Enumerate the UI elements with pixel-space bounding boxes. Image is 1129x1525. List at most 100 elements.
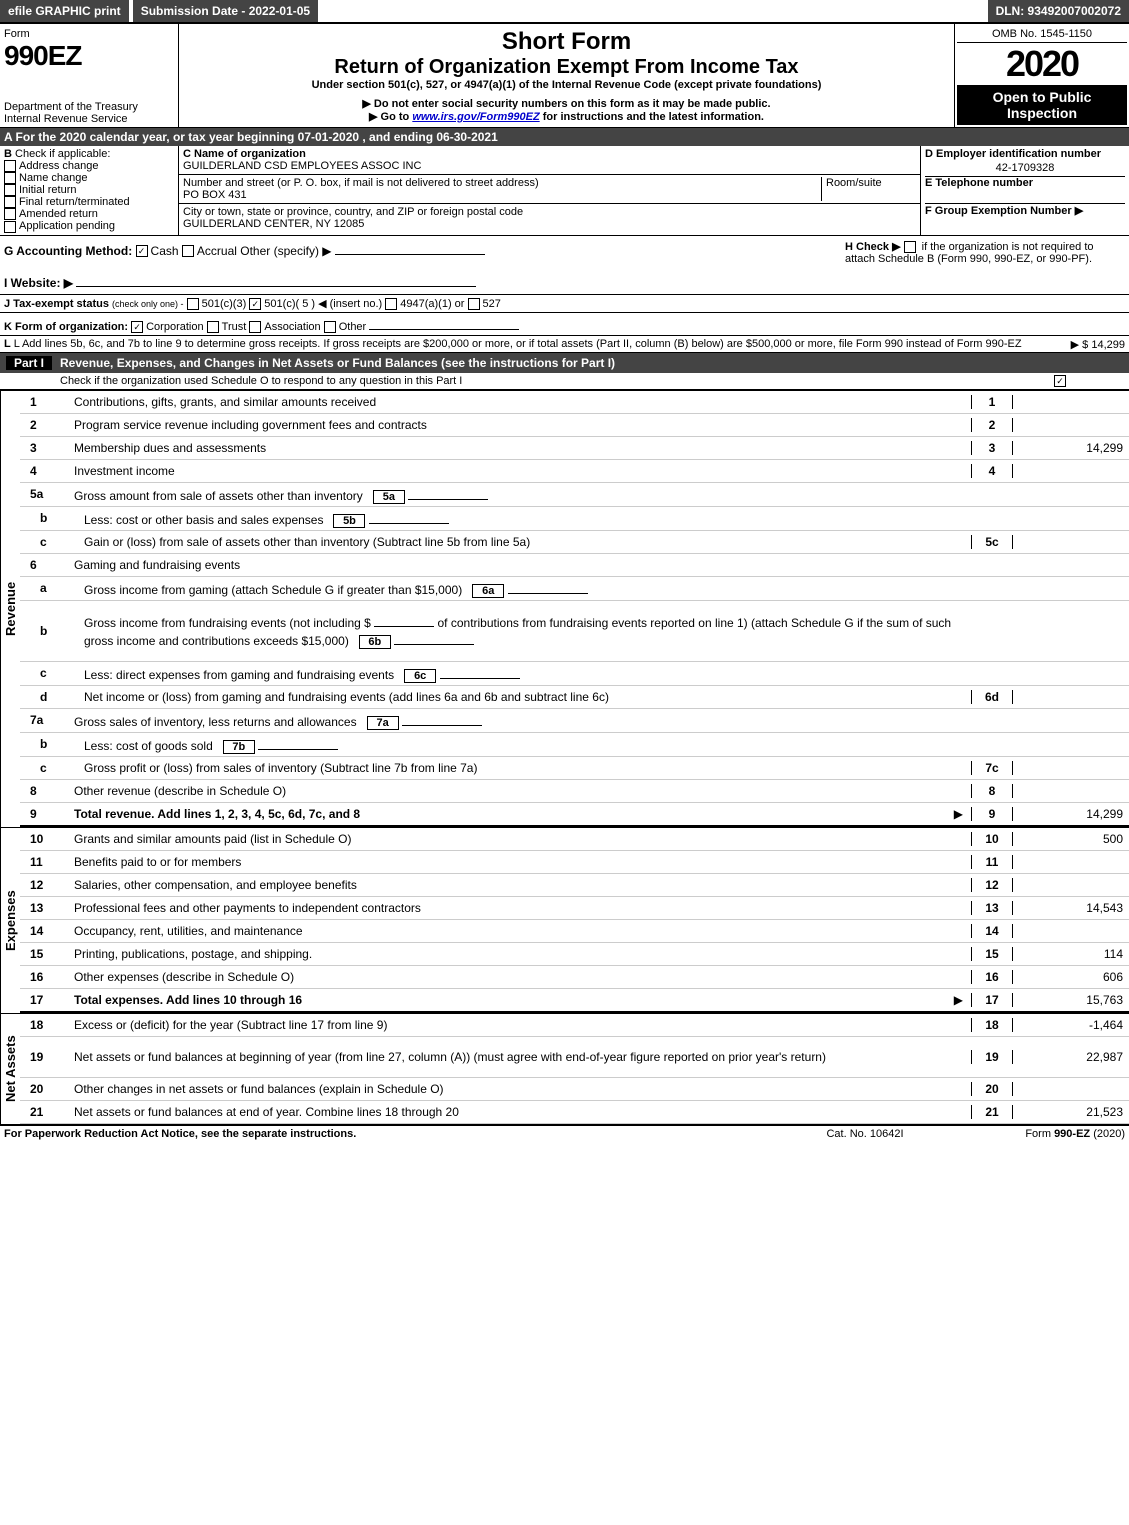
line-5b-desc: Less: cost or other basis and sales expe… [80,507,971,530]
checkbox-other-org[interactable] [324,321,336,333]
line-5b-text: Less: cost or other basis and sales expe… [84,513,323,527]
form-number: 990EZ [4,40,174,72]
other-org-field[interactable] [369,315,519,330]
checkbox-501c[interactable]: ✓ [249,298,261,310]
other-method-field[interactable] [335,240,485,255]
line-1-box: 1 [971,395,1013,409]
irs-link[interactable]: www.irs.gov/Form990EZ [412,111,539,123]
org-name-box: C Name of organization GUILDERLAND CSD E… [179,146,920,175]
line-6c-desc: Less: direct expenses from gaming and fu… [80,662,971,685]
website-label: I Website: ▶ [4,276,73,290]
header-center: Short Form Return of Organization Exempt… [179,24,954,127]
tax-year: 2020 [957,43,1127,85]
line-18-desc: Excess or (deficit) for the year (Subtra… [70,1016,971,1034]
checkbox-association[interactable] [249,321,261,333]
line-9: 9 Total revenue. Add lines 1, 2, 3, 4, 5… [20,803,1129,827]
line-15-val: 114 [1013,947,1129,961]
opt-accrual: Accrual [197,244,237,258]
line-5b: b Less: cost or other basis and sales ex… [20,507,1129,531]
expenses-label: Expenses [0,828,20,1013]
efile-print[interactable]: efile GRAPHIC print [0,0,129,22]
checkbox-initial-return[interactable] [4,184,16,196]
check-if-applicable: Check if applicable: [15,148,110,160]
checkbox-name-change[interactable] [4,172,16,184]
checkbox-final-return[interactable] [4,196,16,208]
line-3: 3 Membership dues and assessments 3 14,2… [20,437,1129,460]
goto-prefix: ▶ Go to [369,111,412,123]
opt-4947: 4947(a)(1) or [400,298,464,310]
checkbox-501c3[interactable] [187,298,199,310]
net-assets-label: Net Assets [0,1014,20,1124]
dln: DLN: 93492007002072 [988,0,1129,22]
line-13-desc: Professional fees and other payments to … [70,899,971,917]
line-19-desc: Net assets or fund balances at beginning… [70,1048,971,1066]
checkbox-cash[interactable]: ✓ [136,245,148,257]
line-10-val: 500 [1013,832,1129,846]
line-6c: c Less: direct expenses from gaming and … [20,662,1129,686]
address: PO BOX 431 [183,189,247,201]
opt-address-change: Address change [19,160,99,172]
line-12: 12 Salaries, other compensation, and emp… [20,874,1129,897]
room-suite-label: Room/suite [821,177,916,201]
line-12-desc: Salaries, other compensation, and employ… [70,876,971,894]
expenses-section: Expenses 10 Grants and similar amounts p… [0,827,1129,1013]
part-1-title: Revenue, Expenses, and Changes in Net As… [60,356,615,370]
line-8-box: 8 [971,784,1013,798]
line-6a-text: Gross income from gaming (attach Schedul… [84,583,462,597]
line-1-num: 1 [20,395,70,409]
line-6a-ival [508,579,588,594]
checkbox-schedule-b[interactable] [904,241,916,253]
line-20-num: 20 [20,1082,70,1096]
line-2-num: 2 [20,418,70,432]
line-5c-box: 5c [971,535,1013,549]
line-19-box: 19 [971,1050,1013,1064]
line-9-val: 14,299 [1013,807,1129,821]
line-7b-ival [258,735,338,750]
checkbox-trust[interactable] [207,321,219,333]
line-6: 6 Gaming and fundraising events [20,554,1129,577]
line-5b-num: b [20,511,80,525]
section-a-tax-year: A For the 2020 calendar year, or tax yea… [0,128,1129,146]
line-6b-amount-field[interactable] [374,612,434,627]
line-7b-ibox: 7b [223,740,255,754]
line-8: 8 Other revenue (describe in Schedule O)… [20,780,1129,803]
checkbox-amended[interactable] [4,208,16,220]
checkbox-accrual[interactable] [182,245,194,257]
return-title: Return of Organization Exempt From Incom… [183,56,950,79]
line-21-desc: Net assets or fund balances at end of ye… [70,1103,971,1121]
checkbox-schedule-o[interactable]: ✓ [1054,375,1066,387]
line-6d-desc: Net income or (loss) from gaming and fun… [80,688,971,706]
website-field[interactable] [76,272,476,287]
checkbox-corporation[interactable]: ✓ [131,321,143,333]
line-19: 19 Net assets or fund balances at beginn… [20,1037,1129,1078]
checkbox-app-pending[interactable] [4,221,16,233]
checkbox-address-change[interactable] [4,160,16,172]
department: Department of the Treasury Internal Reve… [4,101,138,125]
line-13-val: 14,543 [1013,901,1129,915]
checkbox-527[interactable] [468,298,480,310]
line-18-num: 18 [20,1018,70,1032]
line-12-num: 12 [20,878,70,892]
line-16-val: 606 [1013,970,1129,984]
line-1-desc: Contributions, gifts, grants, and simila… [70,393,971,411]
opt-cash: Cash [151,244,179,258]
line-14: 14 Occupancy, rent, utilities, and maint… [20,920,1129,943]
line-10-box: 10 [971,832,1013,846]
line-7c-box: 7c [971,761,1013,775]
opt-other-org: Other [339,321,367,333]
h-check-label: H Check ▶ [845,241,901,253]
part-1-label: Part I [6,356,52,370]
j-sub: (check only one) - [112,299,184,309]
line-17: 17 Total expenses. Add lines 10 through … [20,989,1129,1013]
line-21-box: 21 [971,1105,1013,1119]
checkbox-4947[interactable] [385,298,397,310]
line-2: 2 Program service revenue including gove… [20,414,1129,437]
opt-amended: Amended return [19,208,98,220]
footer-form-bold: 990-EZ [1054,1128,1090,1140]
subtitle: Under section 501(c), 527, or 4947(a)(1)… [183,79,950,91]
line-11: 11 Benefits paid to or for members 11 [20,851,1129,874]
line-20-desc: Other changes in net assets or fund bala… [70,1080,971,1098]
line-6b-num: b [20,624,80,638]
part-1-header: Part I Revenue, Expenses, and Changes in… [0,353,1129,373]
city-box: City or town, state or province, country… [179,204,920,232]
